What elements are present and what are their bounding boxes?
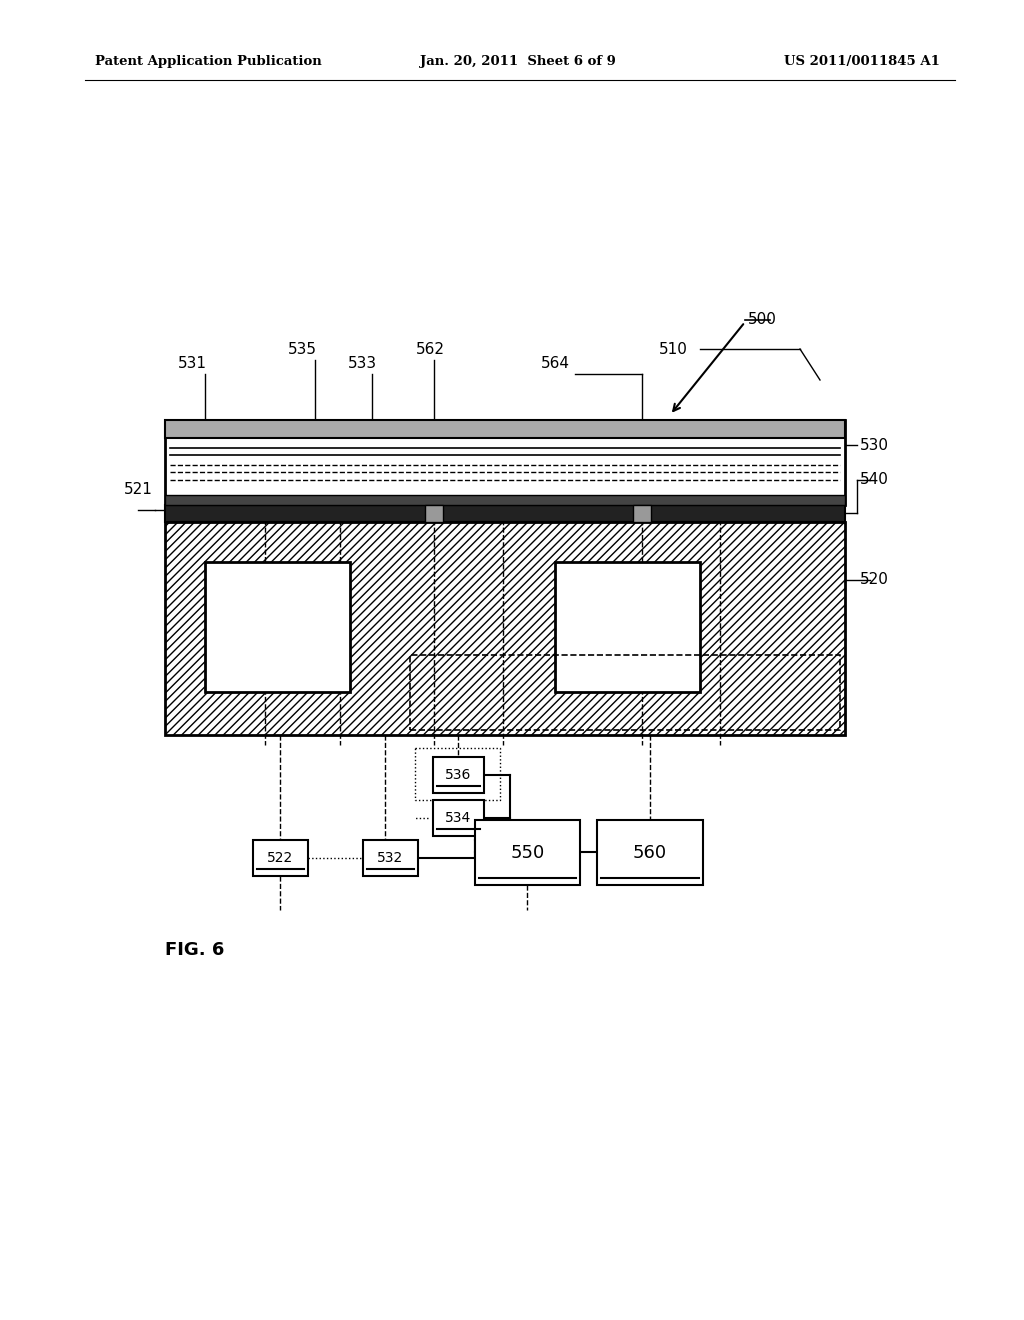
Bar <box>475 820 580 884</box>
Bar <box>253 840 308 876</box>
Text: 562: 562 <box>416 342 444 356</box>
Text: 531: 531 <box>177 355 207 371</box>
Text: 540: 540 <box>860 473 889 487</box>
Text: FIG. 6: FIG. 6 <box>165 941 224 960</box>
Text: 536: 536 <box>445 768 472 781</box>
Bar <box>633 506 651 521</box>
Bar <box>362 840 418 876</box>
Text: 532: 532 <box>378 851 403 865</box>
Text: 530: 530 <box>860 437 889 453</box>
Text: 534: 534 <box>445 810 472 825</box>
Text: 560: 560 <box>633 843 667 862</box>
Text: 533: 533 <box>347 355 377 371</box>
Bar <box>165 420 845 438</box>
Text: 510: 510 <box>658 342 687 356</box>
Text: 520: 520 <box>860 573 889 587</box>
Text: 564: 564 <box>541 355 569 371</box>
Text: 500: 500 <box>748 313 777 327</box>
Text: Patent Application Publication: Patent Application Publication <box>95 55 322 69</box>
Bar <box>425 506 443 521</box>
Text: 550: 550 <box>510 843 545 862</box>
Bar <box>165 495 845 506</box>
Bar <box>205 562 350 692</box>
Bar <box>165 506 845 521</box>
Bar <box>165 420 845 506</box>
Bar <box>165 521 845 735</box>
Text: 535: 535 <box>288 342 316 356</box>
Bar <box>433 756 484 793</box>
Text: US 2011/0011845 A1: US 2011/0011845 A1 <box>784 55 940 69</box>
Text: Jan. 20, 2011  Sheet 6 of 9: Jan. 20, 2011 Sheet 6 of 9 <box>420 55 615 69</box>
Bar <box>410 655 840 730</box>
Bar <box>555 562 700 692</box>
Text: 521: 521 <box>124 483 153 498</box>
Bar <box>597 820 703 884</box>
Text: 522: 522 <box>267 851 294 865</box>
Bar <box>433 800 484 836</box>
